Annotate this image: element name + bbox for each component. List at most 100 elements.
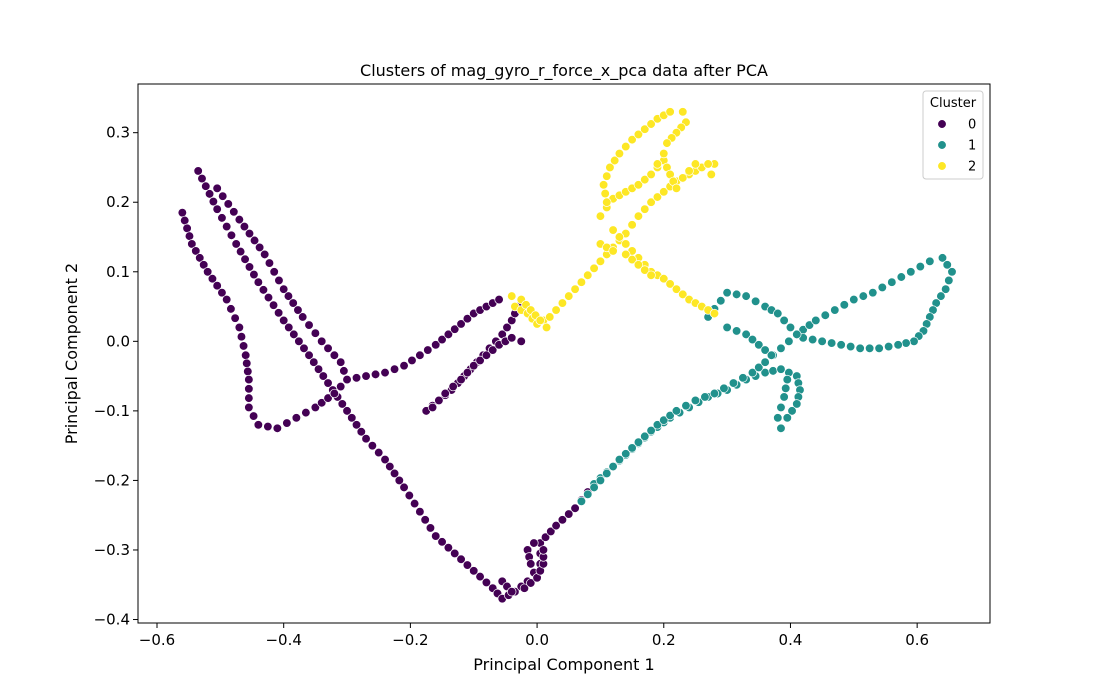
y-tick-label: 0.0 — [106, 332, 130, 350]
data-point — [546, 526, 556, 537]
data-point — [507, 333, 517, 343]
data-point — [249, 269, 259, 280]
data-point — [234, 214, 245, 225]
data-point — [621, 249, 631, 260]
data-point — [236, 332, 247, 342]
data-point — [231, 239, 241, 249]
data-point — [399, 482, 409, 493]
data-point — [754, 340, 764, 350]
data-point — [602, 197, 612, 207]
data-point — [538, 545, 549, 555]
data-point — [557, 515, 568, 525]
data-point — [516, 336, 526, 346]
data-point — [944, 275, 954, 286]
data-point — [709, 388, 720, 399]
data-point — [197, 173, 207, 184]
data-point — [937, 253, 948, 263]
data-point — [768, 366, 778, 376]
data-point — [942, 260, 952, 270]
data-point — [690, 395, 701, 406]
data-point — [201, 181, 211, 191]
data-point — [583, 270, 593, 280]
data-point — [456, 374, 466, 385]
data-point — [456, 319, 466, 329]
y-tick-label: −0.4 — [94, 611, 130, 629]
data-point — [627, 254, 637, 265]
data-point — [443, 543, 454, 553]
data-point — [268, 300, 279, 310]
data-point — [709, 308, 720, 319]
data-point — [779, 315, 789, 326]
data-point — [621, 239, 631, 249]
data-point — [407, 355, 417, 366]
data-point — [690, 159, 701, 169]
data-point — [235, 246, 246, 257]
data-point — [217, 213, 227, 223]
data-point — [450, 548, 460, 559]
data-point — [858, 291, 868, 301]
data-point — [678, 107, 688, 117]
data-point — [269, 267, 279, 277]
x-tick-label: 0.6 — [905, 631, 929, 649]
data-point — [671, 183, 682, 193]
data-point — [244, 374, 254, 385]
data-point — [526, 578, 536, 588]
data-point — [893, 340, 903, 350]
data-point — [437, 537, 447, 547]
data-point — [519, 583, 530, 593]
x-tick-label: 0.0 — [525, 631, 549, 649]
data-point — [279, 284, 289, 294]
data-point — [193, 166, 203, 176]
data-point — [874, 343, 884, 353]
data-point — [329, 350, 340, 360]
data-point — [925, 256, 935, 266]
data-point — [230, 313, 240, 323]
data-point — [356, 427, 366, 437]
data-point — [716, 296, 726, 306]
data-point — [481, 577, 492, 588]
data-point — [887, 277, 897, 287]
data-point — [462, 560, 473, 570]
data-point — [747, 334, 758, 345]
data-point — [409, 498, 420, 509]
data-point — [747, 367, 758, 378]
data-point — [415, 507, 425, 517]
data-point — [241, 350, 251, 360]
data-point — [415, 350, 425, 360]
y-tick-label: 0.3 — [106, 124, 130, 142]
data-point — [804, 320, 815, 330]
data-point — [845, 341, 856, 352]
data-point — [240, 254, 250, 264]
data-point — [662, 138, 672, 148]
data-point — [260, 249, 270, 260]
data-point — [600, 188, 610, 199]
data-point — [443, 329, 454, 340]
data-point — [494, 294, 504, 305]
data-point — [263, 421, 273, 432]
data-point — [301, 407, 311, 418]
data-point — [785, 322, 796, 333]
legend-marker — [937, 119, 947, 129]
data-point — [633, 437, 644, 447]
data-point — [342, 406, 352, 416]
data-point — [226, 230, 237, 240]
data-point — [434, 395, 444, 406]
data-point — [440, 388, 450, 399]
data-point — [659, 148, 669, 159]
data-point — [304, 320, 314, 330]
data-point — [253, 277, 264, 287]
x-tick-label: 0.2 — [652, 631, 676, 649]
data-point — [915, 261, 925, 272]
data-point — [839, 300, 849, 310]
data-point — [218, 191, 228, 201]
data-point — [229, 207, 239, 217]
data-point — [282, 418, 292, 428]
data-point — [836, 340, 846, 350]
data-point — [481, 350, 492, 360]
data-point — [640, 124, 650, 134]
data-point — [507, 587, 517, 597]
data-point — [738, 373, 748, 383]
data-point — [475, 571, 485, 582]
data-point — [298, 312, 308, 322]
data-point — [602, 171, 612, 181]
